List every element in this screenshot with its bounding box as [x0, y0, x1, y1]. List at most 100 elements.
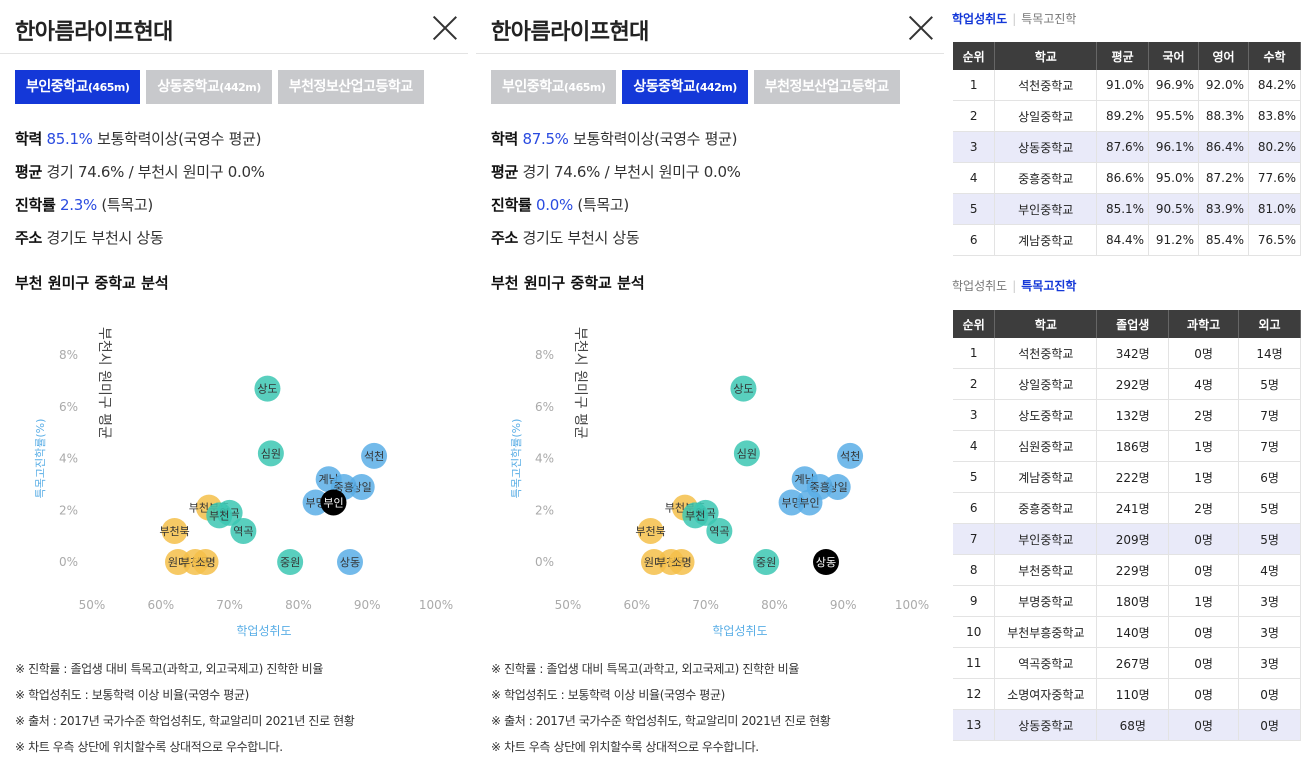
- close-icon[interactable]: [430, 12, 460, 42]
- y-tick-label: 2%: [59, 503, 78, 517]
- data-point[interactable]: [206, 502, 233, 529]
- data-point-label: 상일: [352, 480, 372, 494]
- data-point[interactable]: [348, 473, 375, 500]
- ranking-panel: 학업성취도 | 특목고진학 순위 학교 평균 국어 영어 수학 1 석천중학교 91.0% 96.9…: [950, 0, 1316, 769]
- table-cell: 석천중학교: [994, 338, 1098, 369]
- table-row[interactable]: 12 소명여자중학교 110명 0명 0명: [953, 678, 1301, 710]
- table-cell: 1명: [1168, 430, 1240, 462]
- table-cell: 84.4%: [1096, 224, 1150, 256]
- table-cell: 4명: [1238, 554, 1301, 586]
- table-cell: 2: [953, 100, 996, 132]
- table-row[interactable]: 6 중흥중학교 241명 2명 5명: [953, 492, 1301, 524]
- table-cell: 342명: [1096, 338, 1170, 369]
- table-cell: 상도중학교: [994, 399, 1098, 431]
- data-point[interactable]: [682, 502, 709, 529]
- data-point[interactable]: [337, 549, 363, 575]
- average-line-label: 부천시 원미구 평균: [96, 327, 112, 439]
- tab-achievement[interactable]: 학업성취도: [952, 279, 1008, 293]
- data-point[interactable]: [230, 517, 257, 544]
- tab-buin[interactable]: 부인중학교(465m): [15, 70, 141, 104]
- tab-bucheon-info-high[interactable]: 부천정보산업고등학교: [277, 70, 424, 104]
- tab-sangdong[interactable]: 상동중학교(442m): [146, 70, 272, 104]
- table-cell: 7명: [1238, 399, 1301, 431]
- table-row[interactable]: 3 상동중학교 87.6% 96.1% 86.4% 80.2%: [953, 131, 1301, 163]
- table-row[interactable]: 7 부인중학교 209명 0명 5명: [953, 523, 1301, 555]
- address-row: 주소 경기도 부천시 상동: [491, 227, 640, 248]
- data-point[interactable]: [637, 517, 664, 544]
- table-row[interactable]: 9 부명중학교 180명 1명 3명: [953, 585, 1301, 617]
- table-row[interactable]: 2 상일중학교 292명 4명 5명: [953, 368, 1301, 400]
- achievement-table: 순위 학교 평균 국어 영어 수학 1 석천중학교 91.0% 96.9% 92.0% 84.2% 2…: [953, 42, 1301, 256]
- x-tick-label: 100%: [419, 598, 453, 612]
- column-header: 학교: [994, 310, 1098, 338]
- data-point[interactable]: [277, 549, 304, 575]
- data-point[interactable]: [320, 489, 347, 516]
- data-point[interactable]: [706, 517, 733, 544]
- table-row[interactable]: 5 부인중학교 85.1% 90.5% 83.9% 81.0%: [953, 193, 1301, 225]
- table-row[interactable]: 8 부천중학교 229명 0명 4명: [953, 554, 1301, 586]
- table-row[interactable]: 4 중흥중학교 86.6% 95.0% 87.2% 77.6%: [953, 162, 1301, 194]
- close-icon[interactable]: [906, 12, 936, 42]
- table-row[interactable]: 10 부천부흥중학교 140명 0명 3명: [953, 616, 1301, 648]
- data-point-label: 상동: [816, 556, 836, 569]
- table-cell: 241명: [1096, 492, 1170, 524]
- table-cell: 14명: [1238, 338, 1301, 369]
- data-point[interactable]: [730, 375, 757, 402]
- tab-distance: (465m): [563, 81, 606, 94]
- x-tick-label: 90%: [354, 598, 381, 612]
- data-point[interactable]: [753, 549, 780, 575]
- column-header: 국어: [1148, 42, 1200, 70]
- tab-achievement[interactable]: 학업성취도: [952, 12, 1008, 26]
- data-point[interactable]: [257, 440, 284, 467]
- y-tick-label: 4%: [59, 452, 78, 466]
- data-point[interactable]: [813, 549, 839, 575]
- advancement-row: 진학률 2.3% (특목고): [15, 194, 153, 215]
- school-panel-buin: 한아름라이프현대 부인중학교(465m) 상동중학교(442m) 부천정보산업고등학…: [0, 0, 468, 769]
- tab-buin[interactable]: 부인중학교(465m): [491, 70, 617, 104]
- data-point[interactable]: [824, 473, 851, 500]
- table-cell: 0명: [1168, 709, 1240, 741]
- data-point-label: 역곡: [233, 525, 253, 538]
- data-point[interactable]: [254, 375, 281, 402]
- data-point[interactable]: [302, 489, 329, 516]
- column-header: 학교: [994, 42, 1098, 70]
- x-tick-label: 70%: [692, 598, 719, 612]
- data-point[interactable]: [796, 489, 823, 516]
- tab-bucheon-info-high[interactable]: 부천정보산업고등학교: [753, 70, 900, 104]
- table-row[interactable]: 11 역곡중학교 267명 0명 3명: [953, 647, 1301, 679]
- table-cell: 81.0%: [1248, 193, 1301, 225]
- y-tick-label: 8%: [535, 348, 554, 362]
- column-header: 순위: [953, 42, 996, 70]
- y-tick-label: 0%: [535, 555, 554, 569]
- table-row[interactable]: 6 계남중학교 84.4% 91.2% 85.4% 76.5%: [953, 224, 1301, 256]
- data-point[interactable]: [361, 442, 388, 469]
- school-panel-sangdong: 한아름라이프현대 부인중학교(465m) 상동중학교(442m) 부천정보산업고등학…: [476, 0, 944, 769]
- data-point[interactable]: [161, 517, 188, 544]
- table-row[interactable]: 13 상동중학교 68명 0명 0명: [953, 709, 1301, 741]
- average-text: 경기 74.6% / 부천시 원미구 0.0%: [46, 163, 265, 181]
- column-header: 수학: [1248, 42, 1301, 70]
- data-point[interactable]: [733, 440, 760, 467]
- tab-special-high[interactable]: 특목고진학: [1021, 12, 1077, 26]
- data-point-label: 역곡: [709, 525, 729, 538]
- y-tick-label: 6%: [535, 400, 554, 414]
- x-tick-label: 60%: [623, 598, 650, 612]
- table-row[interactable]: 2 상일중학교 89.2% 95.5% 88.3% 83.8%: [953, 100, 1301, 132]
- data-point[interactable]: [668, 549, 695, 575]
- table-row[interactable]: 5 계남중학교 222명 1명 6명: [953, 461, 1301, 493]
- table-cell: 209명: [1096, 523, 1170, 555]
- data-point[interactable]: [778, 489, 805, 516]
- data-point[interactable]: [192, 549, 219, 575]
- table-row[interactable]: 3 상도중학교 132명 2명 7명: [953, 399, 1301, 431]
- tab-special-high[interactable]: 특목고진학: [1021, 279, 1077, 293]
- table-row[interactable]: 1 석천중학교 342명 0명 14명: [953, 338, 1301, 369]
- table-row[interactable]: 4 심원중학교 186명 1명 7명: [953, 430, 1301, 462]
- data-point[interactable]: [837, 442, 864, 469]
- data-point-label: 석천: [364, 449, 384, 463]
- table-row[interactable]: 1 석천중학교 91.0% 96.9% 92.0% 84.2%: [953, 70, 1301, 101]
- tab-sangdong[interactable]: 상동중학교(442m): [622, 70, 748, 104]
- panel-title: 한아름라이프현대: [491, 20, 649, 45]
- achievement-row: 학력 85.1% 보통학력이상(국영수 평균): [15, 128, 261, 149]
- table-cell: 80.2%: [1248, 131, 1301, 163]
- table-cell: 87.6%: [1096, 131, 1150, 163]
